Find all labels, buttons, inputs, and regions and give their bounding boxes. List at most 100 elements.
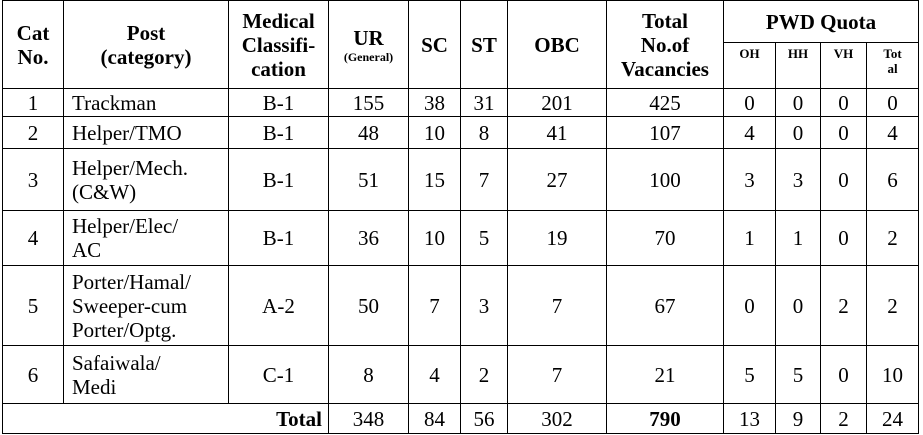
cell-text: VH [833,46,854,61]
header-cell: Cat No. [2,0,64,89]
medical-cell: B-1 [228,88,329,117]
value-cell: 4 [866,116,919,149]
cell-text: 107 [649,120,681,145]
cell-text: 0 [792,293,804,318]
total-label: Total [2,403,329,434]
value-cell: 2 [866,265,919,346]
value-cell: 21 [606,345,724,404]
cat-cell: 2 [2,116,64,149]
total-row: Total 348 84 56 302 790 13 9 2 24 [2,403,919,434]
cell-text: al [887,61,898,76]
cat-cell: 1 [2,88,64,117]
cell-text: B-1 [262,226,295,250]
cell-text: 51 [358,167,379,192]
value-cell: 0 [820,116,867,149]
cell-text: Helper/Mech. [72,155,189,180]
value-cell: 0 [820,210,867,266]
cell-text: Vacancies [621,56,709,81]
header-cell: VH [820,42,867,89]
cell-text: Trackman [72,90,157,115]
value-cell: 5 [775,345,821,404]
cell-text: 4 [887,120,898,145]
cell-text: 7 [478,167,490,192]
cell-text: 10 [424,120,445,145]
cell-text: 3 [744,167,755,192]
medical-cell: A-2 [228,265,329,346]
cell-text: 0 [838,90,849,115]
value-cell: 0 [866,88,919,117]
cell-text: cation [251,56,306,81]
cell-text: 7 [429,293,440,318]
cell-text: 201 [541,90,573,115]
value-cell: 8 [328,345,409,404]
cell-text: Total [642,8,688,33]
cell-text: 70 [654,226,676,250]
cell-text: 56 [473,406,495,431]
value-cell: 50 [328,265,409,346]
cell-text: Porter/Hamal/ [72,269,191,294]
total-cell: 13 [723,403,776,434]
cell-text: A-2 [262,293,295,318]
cell-text: 4 [429,362,440,387]
value-cell: 51 [328,148,409,211]
header-cell: Tot al [866,42,919,89]
cell-text: OH [739,46,760,61]
cell-text: 5 [792,362,804,387]
cell-text: B-1 [262,120,295,145]
cell-text: 24 [882,406,903,431]
cell-text: 5 [27,293,39,318]
cell-text: Sweeper-cum [72,293,188,318]
cell-text: 27 [546,167,568,192]
header-row: OH HH VH Tot al [3,42,919,89]
cell-text: No.of [640,32,690,57]
cell-text: C-1 [262,362,295,387]
cell-text: 0 [887,90,898,115]
value-cell: 2 [820,265,867,346]
cell-text: 0 [838,167,849,192]
cell-text: 3 [27,167,39,192]
total-cell: 24 [866,403,919,434]
cell-text: 19 [546,226,568,250]
cell-text: 67 [654,293,676,318]
value-cell: 1 [723,210,776,266]
medical-cell: B-1 [228,148,329,211]
header-cell: Post (category) [63,0,229,89]
cell-text: 0 [838,226,849,250]
value-cell: 2 [460,345,508,404]
value-cell: 3 [723,148,776,211]
cell-text: 36 [358,226,379,250]
cat-cell: 5 [2,265,64,346]
cell-text: Cat [16,20,50,45]
value-cell: 0 [775,116,821,149]
cell-text: 1 [792,226,804,250]
cell-text: 2 [838,293,849,318]
cell-text: 155 [352,90,385,115]
value-cell: 10 [408,116,461,149]
cell-text: 2 [27,120,39,145]
value-cell: 7 [507,265,607,346]
value-cell: 0 [775,88,821,117]
value-cell: 0 [723,88,776,117]
cell-text: 790 [649,406,681,431]
header-cell: OBC [507,0,607,89]
cell-text: 0 [744,293,755,318]
value-cell: 0 [820,148,867,211]
header-cell: Medical Classifi-cation [228,0,329,89]
value-cell: 10 [408,210,461,266]
value-cell: 5 [723,345,776,404]
cell-text: SC [421,32,448,57]
cell-text: Helper/TMO [72,120,182,145]
total-cell: 348 [328,403,409,434]
header-cell: Total No.of Vacancies [606,0,724,89]
cell-text: 10 [882,362,903,387]
cell-text: 41 [546,120,568,145]
value-cell: 41 [507,116,607,149]
data-row: 1 Trackman B-1 155 38 31 201 425 0 0 0 0 [2,88,919,117]
cell-text: 38 [424,90,445,115]
cell-text: 2 [887,226,898,250]
total-cell: 56 [460,403,508,434]
cell-text: 48 [358,120,379,145]
value-cell: 155 [328,88,409,117]
